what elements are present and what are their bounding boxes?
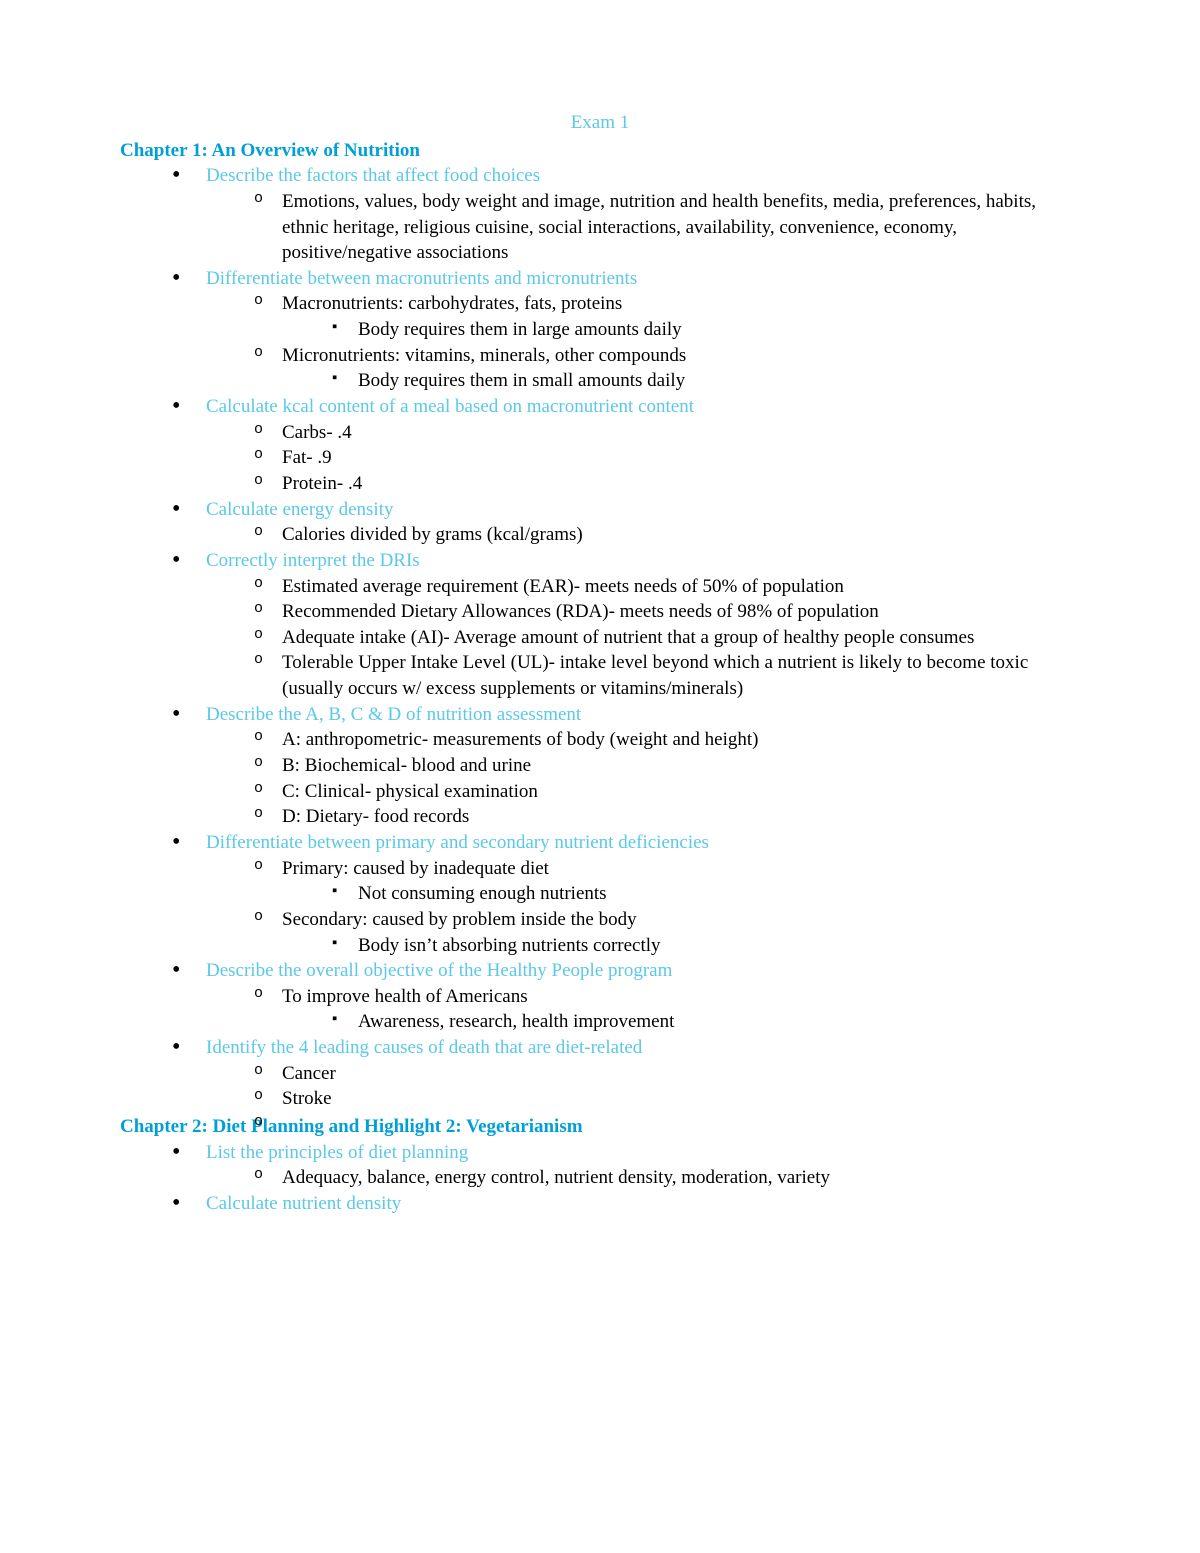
subpoint-text: Body requires them in small amounts dail… (358, 370, 685, 391)
point-text: Fat- .9 (282, 447, 332, 468)
point: D: Dietary- food records (254, 804, 1080, 830)
point-text: Protein- .4 (282, 473, 362, 494)
topic-label: Describe the overall objective of the He… (206, 960, 672, 981)
point-text: B: Biochemical- blood and urine (282, 755, 531, 776)
point: Macronutrients: carbohydrates, fats, pro… (254, 291, 1080, 342)
point: Emotions, values, body weight and image,… (254, 189, 1080, 266)
subpoint: Body requires them in large amounts dail… (330, 317, 1080, 343)
point-text: C: Clinical- physical examination (282, 781, 538, 802)
subpoint-text: Not consuming enough nutrients (358, 883, 607, 904)
point: Carbs- .4 (254, 420, 1080, 446)
topic-label: Differentiate between primary and second… (206, 832, 709, 853)
subpoint: Body requires them in small amounts dail… (330, 368, 1080, 394)
topic-item: List the principles of diet planning Ade… (168, 1140, 1080, 1191)
topic-label: List the principles of diet planning (206, 1142, 468, 1163)
point: Estimated average requirement (EAR)- mee… (254, 574, 1080, 600)
point-text: To improve health of Americans (282, 986, 528, 1007)
subpoint: Awareness, research, health improvement (330, 1009, 1080, 1035)
point-text: Cancer (282, 1063, 336, 1084)
point: A: anthropometric- measurements of body … (254, 727, 1080, 753)
topic-item: Correctly interpret the DRIs Estimated a… (168, 548, 1080, 702)
topic-label: Describe the A, B, C & D of nutrition as… (206, 704, 581, 725)
point-text: Micronutrients: vitamins, minerals, othe… (282, 345, 686, 366)
point-text: A: anthropometric- measurements of body … (282, 729, 758, 750)
point: Protein- .4 (254, 471, 1080, 497)
point: Adequate intake (AI)- Average amount of … (254, 625, 1080, 651)
point-text: Carbs- .4 (282, 422, 352, 443)
point-text: Tolerable Upper Intake Level (UL)- intak… (282, 652, 1028, 699)
subpoint-text: Body isn’t absorbing nutrients correctly (358, 935, 661, 956)
point-text: Adequate intake (AI)- Average amount of … (282, 627, 974, 648)
topic-item: Identify the 4 leading causes of death t… (168, 1035, 1080, 1112)
chapter-block: Chapter 2: Diet Planning and Highlight 2… (120, 1114, 1080, 1217)
point-text: Calories divided by grams (kcal/grams) (282, 524, 583, 545)
subpoint: Body isn’t absorbing nutrients correctly (330, 933, 1080, 959)
point: Secondary: caused by problem inside the … (254, 907, 1080, 958)
topic-item: Differentiate between primary and second… (168, 830, 1080, 958)
topic-item: Describe the A, B, C & D of nutrition as… (168, 702, 1080, 830)
topic-list: Describe the factors that affect food ch… (120, 163, 1080, 1112)
point: Micronutrients: vitamins, minerals, othe… (254, 343, 1080, 394)
topic-item: Differentiate between macronutrients and… (168, 266, 1080, 394)
point: Stroke (254, 1086, 1080, 1112)
subpoint-text: Body requires them in large amounts dail… (358, 319, 682, 340)
point: Fat- .9 (254, 445, 1080, 471)
topic-label: Differentiate between macronutrients and… (206, 268, 637, 289)
topic-item: Calculate nutrient density (168, 1191, 1080, 1217)
subpoint: Not consuming enough nutrients (330, 881, 1080, 907)
point-text: Primary: caused by inadequate diet (282, 858, 549, 879)
topic-item: Describe the factors that affect food ch… (168, 163, 1080, 266)
point-text: D: Dietary- food records (282, 806, 469, 827)
topic-label: Calculate energy density (206, 499, 393, 520)
topic-label: Calculate kcal content of a meal based o… (206, 396, 694, 417)
topic-label: Describe the factors that affect food ch… (206, 165, 540, 186)
chapter-heading: Chapter 1: An Overview of Nutrition (120, 138, 1080, 164)
point-text: Macronutrients: carbohydrates, fats, pro… (282, 293, 622, 314)
point-text: Secondary: caused by problem inside the … (282, 909, 637, 930)
point-text: Recommended Dietary Allowances (RDA)- me… (282, 601, 879, 622)
topic-list: List the principles of diet planning Ade… (120, 1140, 1080, 1217)
point: B: Biochemical- blood and urine (254, 753, 1080, 779)
point: Tolerable Upper Intake Level (UL)- intak… (254, 650, 1080, 701)
topic-item: Describe the overall objective of the He… (168, 958, 1080, 1035)
point-text: Emotions, values, body weight and image,… (282, 191, 1036, 263)
page-title: Exam 1 (120, 110, 1080, 136)
topic-item: Calculate kcal content of a meal based o… (168, 394, 1080, 497)
point: Cancer (254, 1061, 1080, 1087)
point-text: Estimated average requirement (EAR)- mee… (282, 576, 844, 597)
point: Recommended Dietary Allowances (RDA)- me… (254, 599, 1080, 625)
topic-item: Calculate energy density Calories divide… (168, 497, 1080, 548)
topic-label: Correctly interpret the DRIs (206, 550, 420, 571)
point: Primary: caused by inadequate diet Not c… (254, 856, 1080, 907)
chapter-block: Chapter 1: An Overview of Nutrition Desc… (120, 138, 1080, 1112)
point-text: Stroke (282, 1088, 332, 1109)
point-text: Adequacy, balance, energy control, nutri… (282, 1167, 830, 1188)
point: Adequacy, balance, energy control, nutri… (254, 1165, 1080, 1191)
point: To improve health of Americans Awareness… (254, 984, 1080, 1035)
chapter-heading: Chapter 2: Diet Planning and Highlight 2… (120, 1114, 1080, 1140)
point: C: Clinical- physical examination (254, 779, 1080, 805)
topic-label: Identify the 4 leading causes of death t… (206, 1037, 642, 1058)
point: Calories divided by grams (kcal/grams) (254, 522, 1080, 548)
topic-label: Calculate nutrient density (206, 1193, 401, 1214)
subpoint-text: Awareness, research, health improvement (358, 1011, 674, 1032)
